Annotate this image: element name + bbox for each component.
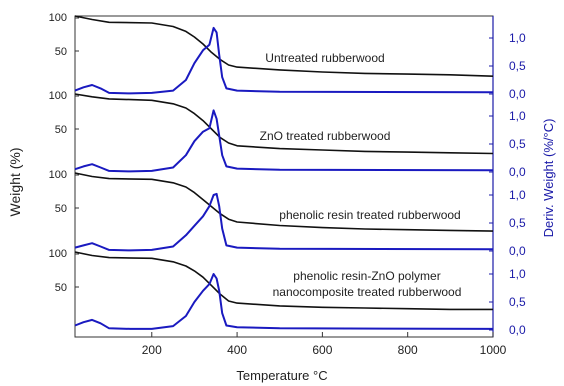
deriv-curve-4 xyxy=(74,273,494,330)
deriv-curve-3 xyxy=(74,192,494,252)
x-tick-label: 600 xyxy=(312,343,332,357)
weight-tick-label: 100 xyxy=(49,169,67,181)
x-tick-label: 400 xyxy=(227,343,247,357)
x-axis-label: Temperature °C xyxy=(236,368,327,383)
deriv-tick-label: 0,0 xyxy=(509,87,526,101)
panel-label: Untreated rubberwood xyxy=(265,51,384,65)
deriv-tick-label: 1,0 xyxy=(509,31,526,45)
x-tick-label: 800 xyxy=(398,343,418,357)
y-axis-label-right: Deriv. Weight (%/°C) xyxy=(541,119,556,238)
deriv-tick-label: 0,0 xyxy=(509,323,526,337)
deriv-tick-label: 1,0 xyxy=(509,267,526,281)
deriv-tick-label: 0,0 xyxy=(509,165,526,179)
deriv-tick-label: 1,0 xyxy=(509,188,526,202)
weight-curve-2 xyxy=(74,93,494,155)
x-tick-label: 1000 xyxy=(480,343,507,357)
weight-curve-1 xyxy=(74,15,494,77)
panel-label: phenolic resin-ZnO polymer xyxy=(293,269,440,283)
weight-tick-label: 50 xyxy=(55,203,67,215)
deriv-tick-label: 0,5 xyxy=(509,137,526,151)
weight-tick-label: 50 xyxy=(55,282,67,294)
weight-tick-label: 100 xyxy=(49,248,67,260)
deriv-tick-label: 0,5 xyxy=(509,59,526,73)
deriv-tick-label: 0,5 xyxy=(509,216,526,230)
weight-tick-label: 100 xyxy=(49,90,67,102)
deriv-tick-label: 0,5 xyxy=(509,295,526,309)
panel-label: nanocomposite treated rubberwood xyxy=(273,285,462,299)
x-tick-label: 200 xyxy=(142,343,162,357)
deriv-tick-label: 1,0 xyxy=(509,109,526,123)
deriv-curve-2 xyxy=(74,109,494,173)
weight-tick-label: 50 xyxy=(55,46,67,58)
weight-curve-4 xyxy=(74,251,493,311)
panel-label: ZnO treated rubberwood xyxy=(260,129,391,143)
weight-curve-3 xyxy=(74,172,494,232)
deriv-tick-label: 0,0 xyxy=(509,244,526,258)
deriv-curve-1 xyxy=(74,26,494,95)
panel-label: phenolic resin treated rubberwood xyxy=(279,208,460,222)
weight-tick-label: 50 xyxy=(55,124,67,136)
y-axis-label-left: Weight (%) xyxy=(7,148,23,217)
weight-tick-label: 100 xyxy=(49,12,67,24)
